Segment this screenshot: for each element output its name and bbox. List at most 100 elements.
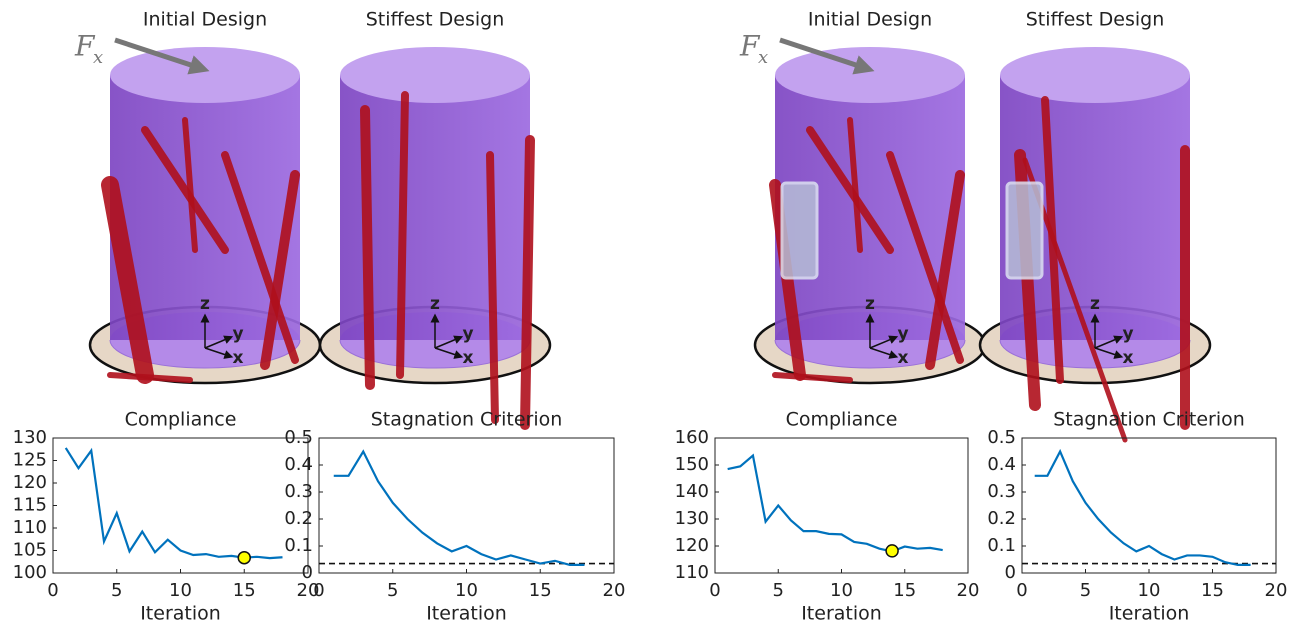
stiffener: [925, 170, 965, 370]
axis-label: z: [1090, 294, 1100, 314]
y-tick-label: 115: [13, 495, 47, 516]
x-tick-label: 5: [111, 580, 122, 601]
y-tick-label: 0.5: [284, 427, 313, 448]
data-line: [333, 449, 585, 566]
y-tick-label: 110: [675, 562, 709, 583]
y-tick-label: 160: [675, 427, 709, 448]
axis-label: z: [430, 294, 440, 314]
data-line: [64, 447, 283, 560]
stiffener: [141, 126, 229, 254]
axis-arrow: [869, 347, 899, 359]
axis-label: y: [232, 324, 243, 344]
stiffener: [520, 135, 535, 430]
highlight-marker: [237, 550, 251, 565]
cylinder-top: [110, 47, 300, 103]
y-tick-label: 0.4: [987, 454, 1016, 475]
y-tick-label: 150: [675, 454, 709, 475]
plot-frame: [318, 437, 615, 574]
axis-arrow: [434, 335, 464, 349]
highlight-marker: [885, 544, 899, 558]
y-tick-label: 110: [13, 517, 47, 538]
x-tick-label: 20: [603, 580, 626, 601]
x-tick-label: 20: [1265, 580, 1288, 601]
x-tick-label: 0: [47, 580, 58, 601]
y-tick-label: 0.2: [284, 508, 313, 529]
stiffener: [847, 117, 863, 253]
x-tick-label: 15: [1201, 580, 1224, 601]
axis-arrow: [204, 335, 234, 349]
y-tick-label: 105: [13, 540, 47, 561]
chart-title: Compliance: [125, 409, 237, 431]
panel-title: Stiffest Design: [366, 9, 505, 31]
chart-title: Compliance: [786, 409, 898, 431]
x-axis-label: Iteration: [801, 603, 882, 625]
cylinder-bottom-front: [999, 339, 1191, 369]
x-tick-label: 15: [529, 580, 552, 601]
chart-title: Stagnation Criterion: [1053, 409, 1245, 431]
axis-arrow: [869, 335, 899, 349]
y-tick-label: 0.4: [284, 454, 313, 475]
stiffener: [107, 372, 193, 383]
x-tick-label: 5: [773, 580, 784, 601]
cylinder-top: [340, 47, 530, 103]
panel-title: Initial Design: [143, 9, 267, 31]
stiffener: [101, 176, 154, 384]
stiffener: [260, 170, 300, 370]
force-label: F: [74, 30, 96, 63]
force-arrow: [114, 37, 210, 75]
axis-label: y: [462, 324, 473, 344]
axis-arrow: [1094, 335, 1124, 349]
y-tick-label: 0.5: [987, 427, 1016, 448]
x-tick-label: 15: [893, 580, 916, 601]
y-tick-label: 120: [13, 472, 47, 493]
stiffener: [772, 372, 853, 383]
y-tick-label: 0.1: [284, 535, 313, 556]
x-tick-label: 0: [313, 580, 324, 601]
y-tick-label: 125: [13, 450, 47, 471]
stiffener: [769, 179, 806, 381]
axis-label: z: [200, 294, 210, 314]
x-tick-label: 10: [169, 580, 192, 601]
data-line: [1034, 448, 1251, 566]
plot-frame: [1021, 437, 1277, 574]
y-tick-label: 0: [302, 562, 313, 583]
y-tick-label: 0.2: [987, 508, 1016, 529]
x-tick-label: 0: [1016, 580, 1027, 601]
force-subscript: x: [93, 47, 103, 68]
axis-arrow: [1094, 347, 1124, 359]
y-tick-label: 140: [675, 481, 709, 502]
axis-label: y: [897, 324, 908, 344]
y-tick-label: 0.3: [987, 481, 1016, 502]
panel-title: Initial Design: [808, 9, 932, 31]
y-tick-label: 130: [675, 508, 709, 529]
cylinder-top: [775, 47, 965, 103]
x-tick-label: 15: [233, 580, 256, 601]
cylinder-body: [110, 75, 300, 340]
axis-arrow: [204, 347, 234, 359]
axis-label: x: [463, 348, 474, 368]
window-opening: [1005, 181, 1044, 280]
x-tick-label: 5: [387, 580, 398, 601]
x-tick-label: 10: [455, 580, 478, 601]
axis-label: y: [1122, 324, 1133, 344]
y-tick-label: 120: [675, 535, 709, 556]
axis-label: x: [1123, 348, 1134, 368]
cylinder-top: [1000, 47, 1190, 103]
x-tick-label: 20: [957, 580, 980, 601]
force-subscript: x: [758, 47, 768, 68]
stiffener: [396, 91, 409, 379]
stiffener: [182, 117, 198, 253]
x-axis-label: Iteration: [1109, 603, 1190, 625]
stiffener: [221, 151, 299, 364]
stiffener: [806, 126, 894, 254]
x-tick-label: 0: [709, 580, 720, 601]
x-tick-label: 20: [297, 580, 320, 601]
x-axis-label: Iteration: [140, 603, 221, 625]
stiffener: [360, 105, 375, 390]
y-tick-label: 0.3: [284, 481, 313, 502]
x-tick-label: 10: [830, 580, 853, 601]
force-arrow: [779, 37, 875, 75]
x-axis-label: Iteration: [426, 603, 507, 625]
window-opening: [780, 181, 819, 280]
